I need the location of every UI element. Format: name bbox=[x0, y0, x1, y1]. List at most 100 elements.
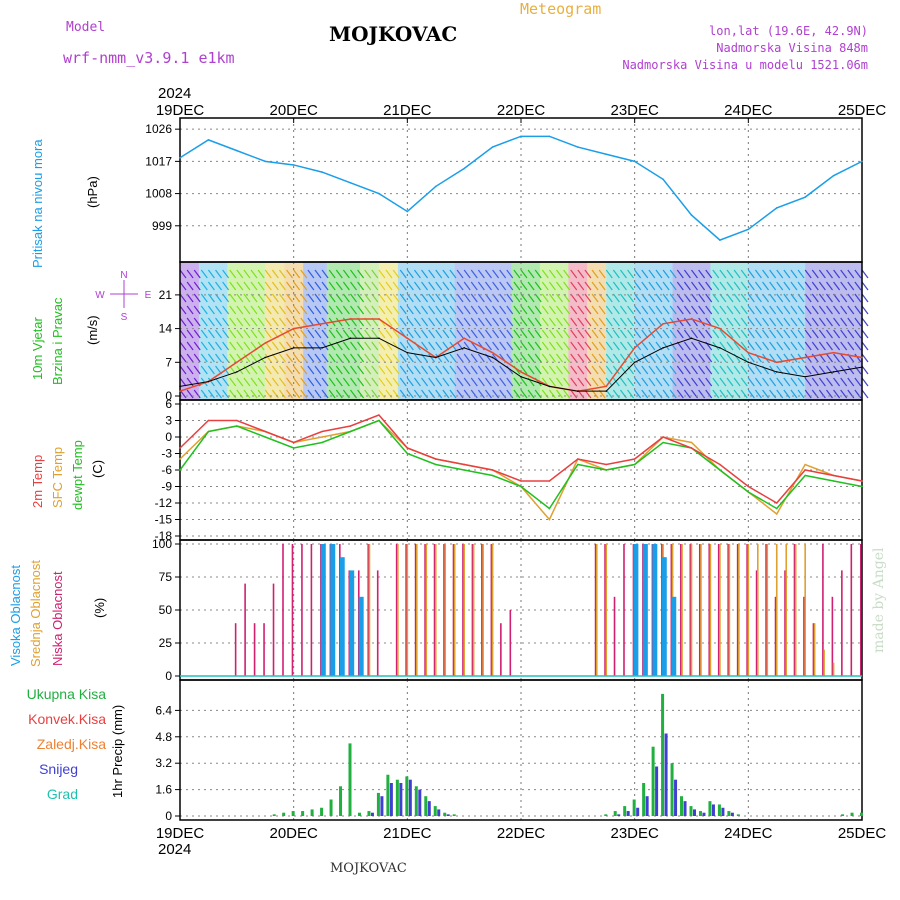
wind-barb bbox=[286, 389, 294, 399]
wind-barb bbox=[193, 269, 201, 279]
pressure-line-point bbox=[775, 207, 778, 209]
wind-barb bbox=[286, 293, 294, 303]
wind-barb bbox=[364, 389, 372, 399]
total-precip-bar bbox=[708, 801, 712, 816]
wind-barb bbox=[477, 269, 485, 279]
low-cloud-bar bbox=[613, 596, 616, 676]
wind-barb bbox=[435, 365, 443, 375]
wind-barb bbox=[861, 317, 869, 327]
wind-barb bbox=[691, 389, 698, 399]
mid-cloud-bar bbox=[785, 544, 788, 676]
wind-barb bbox=[314, 365, 322, 375]
temp-2m-line-point bbox=[321, 430, 323, 433]
wind-barb bbox=[754, 281, 762, 291]
wind-barb bbox=[357, 353, 365, 363]
wind-barb bbox=[307, 329, 315, 339]
total-precip-bar bbox=[357, 812, 361, 816]
wind-barb bbox=[378, 329, 386, 339]
wind-barb bbox=[385, 305, 393, 315]
wind-barb bbox=[371, 389, 379, 399]
total-precip-bar bbox=[282, 812, 286, 816]
wind-barb bbox=[811, 377, 819, 387]
wind-barb bbox=[577, 377, 585, 387]
wind-barb bbox=[413, 305, 421, 315]
wind-barb bbox=[428, 317, 436, 327]
wind-barb bbox=[421, 305, 429, 315]
wind-barb bbox=[264, 293, 272, 303]
mid-cloud-bar bbox=[416, 544, 418, 676]
wind-barb bbox=[229, 341, 237, 351]
y-tick-label: 3.2 bbox=[155, 756, 172, 770]
wind-barb bbox=[278, 365, 286, 375]
wind-barb bbox=[719, 269, 727, 279]
wind-barb bbox=[811, 341, 819, 351]
wind-barb bbox=[676, 305, 684, 315]
wind-barb bbox=[293, 317, 301, 327]
wind-barb bbox=[342, 329, 350, 339]
total-precip-bar bbox=[727, 811, 731, 816]
wind-barb bbox=[662, 281, 670, 291]
mid-cloud-bar bbox=[719, 544, 721, 676]
wind-barb bbox=[200, 305, 208, 315]
wind-barb bbox=[300, 305, 308, 315]
y-tick-label: -9 bbox=[161, 480, 172, 494]
wind-barb bbox=[840, 305, 848, 315]
high-cloud-bar bbox=[358, 596, 364, 676]
low-cloud-bar bbox=[680, 544, 682, 676]
wind-barb bbox=[705, 293, 713, 303]
wind-speed-line-point bbox=[434, 356, 437, 359]
wind-barb bbox=[307, 305, 315, 315]
wind-barb bbox=[371, 341, 379, 351]
low-cloud-bar bbox=[282, 544, 284, 676]
wind-barb bbox=[392, 365, 400, 375]
wind-barb bbox=[655, 377, 663, 387]
wind-barb bbox=[421, 389, 429, 399]
wind-barb bbox=[641, 389, 649, 399]
wind-barb bbox=[399, 341, 407, 351]
wind-barb bbox=[627, 365, 635, 375]
wind-barb bbox=[591, 281, 599, 291]
wind-barb bbox=[222, 353, 230, 363]
wind-barb bbox=[484, 329, 492, 339]
low-cloud-bar bbox=[367, 544, 370, 676]
wind-barb bbox=[577, 341, 585, 351]
wind-barb bbox=[669, 341, 677, 351]
wind-barb bbox=[449, 353, 457, 363]
wind-barb bbox=[577, 269, 585, 279]
wind-barb bbox=[193, 317, 201, 327]
wind-barb bbox=[321, 365, 329, 375]
y-tick-label: 6 bbox=[165, 397, 172, 411]
wind-barb bbox=[776, 281, 784, 291]
wind-barb bbox=[335, 329, 343, 339]
wind-barb bbox=[612, 293, 620, 303]
y-tick-label: 0 bbox=[165, 430, 172, 444]
wind-barb bbox=[861, 353, 869, 363]
low-cloud-bar bbox=[746, 544, 748, 676]
wind-barb bbox=[776, 293, 784, 303]
wind-barb bbox=[470, 329, 478, 339]
wind-barb bbox=[591, 269, 599, 279]
total-precip-bar bbox=[642, 783, 646, 816]
wind-barb bbox=[406, 329, 414, 339]
wind-barb bbox=[548, 377, 556, 387]
wind-barb bbox=[435, 377, 443, 387]
wind-barb bbox=[754, 377, 762, 387]
wind-barb bbox=[477, 377, 485, 387]
wind-barb bbox=[598, 305, 606, 315]
low-cloud-bar bbox=[234, 623, 237, 676]
wind-barb bbox=[307, 365, 315, 375]
wind-barb bbox=[378, 269, 386, 279]
wind-barb bbox=[833, 365, 841, 375]
wind-barb bbox=[534, 389, 542, 399]
wind-barb bbox=[563, 377, 571, 387]
temp-2m-line-point bbox=[292, 441, 295, 444]
wind-barb bbox=[520, 365, 528, 375]
wind-barb bbox=[378, 341, 386, 351]
wind-gust-line-point bbox=[719, 327, 721, 330]
wind-barb bbox=[662, 389, 670, 399]
low-cloud-bar bbox=[376, 570, 379, 676]
wind-barb bbox=[477, 329, 485, 339]
wind-barb bbox=[790, 281, 798, 291]
wind-barb bbox=[527, 281, 535, 291]
wind-barb bbox=[378, 305, 386, 315]
